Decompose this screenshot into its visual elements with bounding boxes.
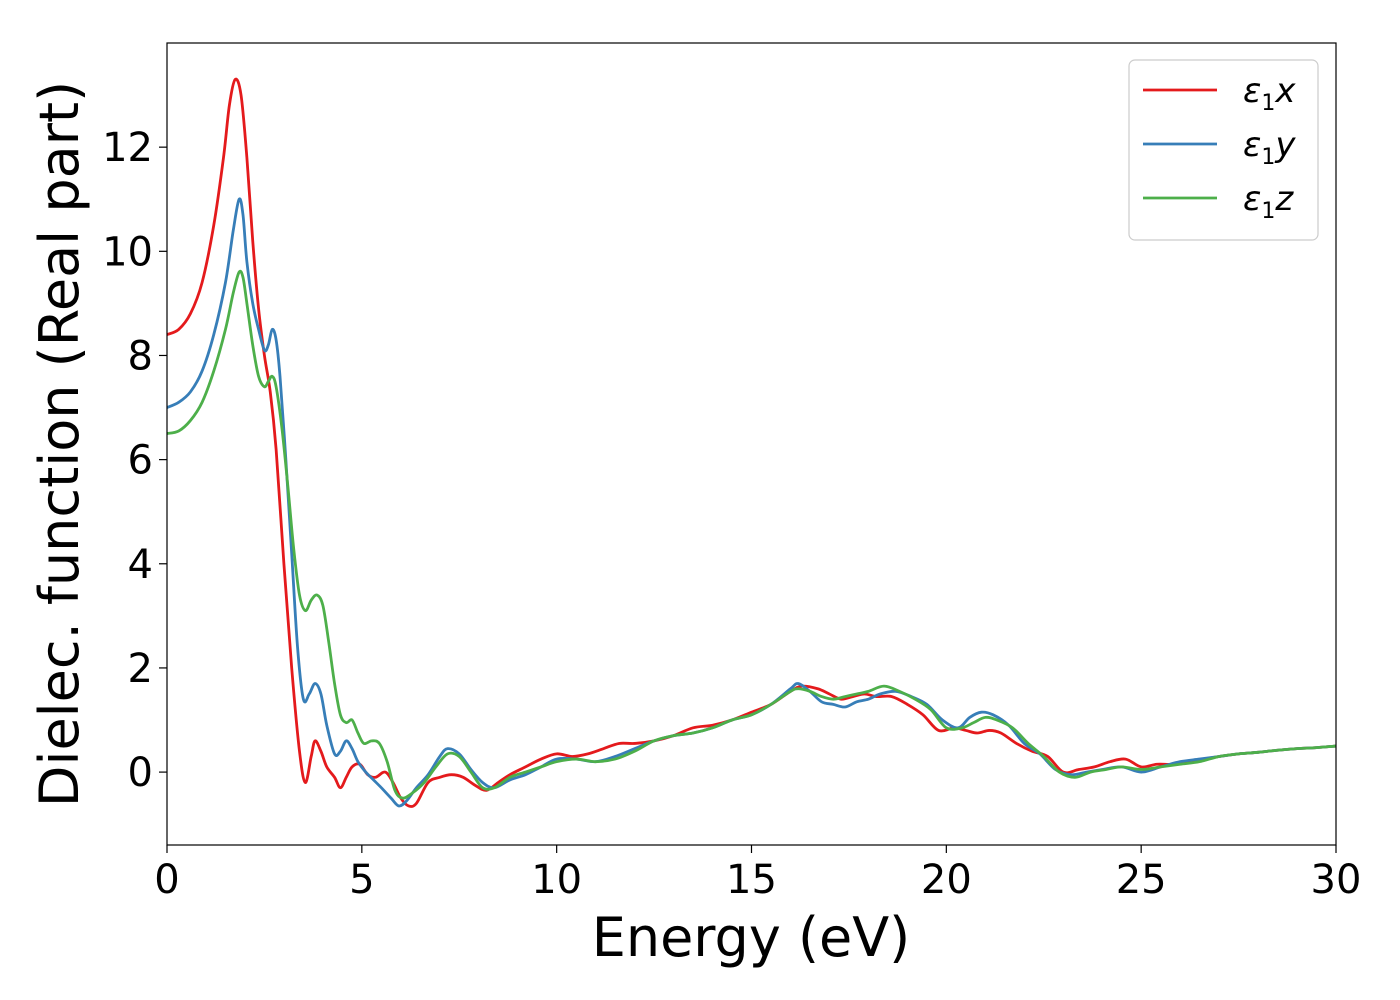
y-tick-label: 12 <box>102 125 153 171</box>
series-layer <box>167 77 1336 808</box>
legend-label-z: ε1z <box>1243 179 1294 224</box>
y-tick-label: 2 <box>128 646 153 692</box>
x-tick-label: 30 <box>1311 857 1362 903</box>
y-tick-label: 0 <box>128 750 153 796</box>
x-tick-label: 5 <box>349 857 374 903</box>
legend-label-y: ε1y <box>1243 125 1296 170</box>
y-tick-label: 10 <box>102 229 153 275</box>
x-tick-label: 0 <box>154 857 179 903</box>
y-axis-ticks: 0 2 4 6 8 10 12 <box>102 125 167 796</box>
y-tick-label: 6 <box>128 438 153 484</box>
x-tick-label: 15 <box>726 857 777 903</box>
x-axis-ticks: 0 5 10 15 20 25 30 <box>154 845 1361 903</box>
y-axis-label: Dielec. function (Real part) <box>28 81 91 807</box>
legend-label-x: ε1x <box>1243 71 1296 116</box>
x-tick-label: 10 <box>531 857 582 903</box>
x-tick-label: 25 <box>1116 857 1167 903</box>
y-tick-label: 8 <box>128 333 153 379</box>
y-tick-label: 4 <box>128 542 153 588</box>
x-tick-label: 20 <box>921 857 972 903</box>
legend-box <box>1128 59 1319 241</box>
legend: ε1x ε1y ε1z <box>1128 59 1319 241</box>
series-line-z <box>167 269 1336 800</box>
x-axis-label: Energy (eV) <box>592 906 911 969</box>
